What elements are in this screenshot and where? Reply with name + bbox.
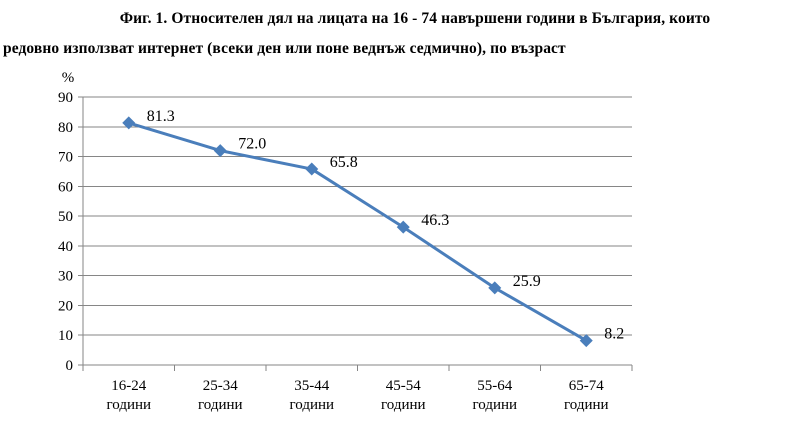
y-tick-label-60: 60 bbox=[58, 179, 73, 195]
x-tick-label-unit: години bbox=[472, 397, 517, 413]
y-tick-label-40: 40 bbox=[58, 239, 73, 255]
data-point-marker-4 bbox=[488, 281, 502, 295]
y-tick-label-90: 90 bbox=[58, 90, 73, 106]
data-label-2: 65.8 bbox=[330, 154, 358, 171]
y-tick-label-80: 80 bbox=[58, 120, 73, 136]
data-point-marker-2 bbox=[305, 162, 319, 176]
x-tick-label-1: 25-34 години bbox=[198, 378, 243, 413]
data-label-5: 8.2 bbox=[604, 326, 624, 343]
data-point-marker-3 bbox=[396, 220, 410, 234]
y-tick-label-10: 10 bbox=[58, 328, 73, 344]
data-label-3: 46.3 bbox=[421, 212, 449, 229]
y-axis-unit-label: % bbox=[62, 70, 75, 86]
data-point-marker-0 bbox=[122, 116, 136, 130]
x-tick-label-range: 16-24 bbox=[111, 378, 146, 394]
data-point-marker-5 bbox=[579, 334, 593, 348]
y-tick-label-30: 30 bbox=[58, 269, 73, 285]
x-tick-label-5: 65-74 години bbox=[564, 378, 609, 413]
y-tick-label-70: 70 bbox=[58, 150, 73, 166]
x-tick-label-unit: години bbox=[106, 397, 151, 413]
x-tick-label-3: 45-54 години bbox=[381, 378, 426, 413]
x-tick-label-range: 45-54 bbox=[386, 378, 421, 394]
x-tick-label-range: 35-44 bbox=[294, 378, 329, 394]
y-tick-label-0: 0 bbox=[66, 358, 74, 374]
x-tick-label-2: 35-44 години bbox=[289, 378, 334, 413]
x-tick-label-unit: години bbox=[564, 397, 609, 413]
data-label-1: 72.0 bbox=[238, 136, 266, 153]
y-tick-label-20: 20 bbox=[58, 298, 73, 314]
data-point-marker-1 bbox=[213, 144, 227, 158]
x-tick-label-unit: години bbox=[289, 397, 334, 413]
data-label-0: 81.3 bbox=[147, 108, 175, 125]
chart-title-line-2: редовно използват интернет (всеки ден ил… bbox=[3, 40, 566, 57]
x-tick-label-unit: години bbox=[198, 397, 243, 413]
y-tick-label-50: 50 bbox=[58, 209, 73, 225]
x-tick-label-range: 65-74 bbox=[569, 378, 604, 394]
x-tick-label-unit: години bbox=[381, 397, 426, 413]
data-label-4: 25.9 bbox=[513, 273, 541, 290]
x-tick-label-range: 25-34 bbox=[203, 378, 238, 394]
x-tick-label-0: 16-24 години bbox=[106, 378, 151, 413]
series-line bbox=[127, 121, 588, 343]
x-tick-label-range: 55-64 bbox=[477, 378, 512, 394]
x-tick-label-4: 55-64 години bbox=[472, 378, 517, 413]
chart-title-line-1: Фиг. 1. Относителен дял на лицата на 16 … bbox=[119, 10, 711, 27]
